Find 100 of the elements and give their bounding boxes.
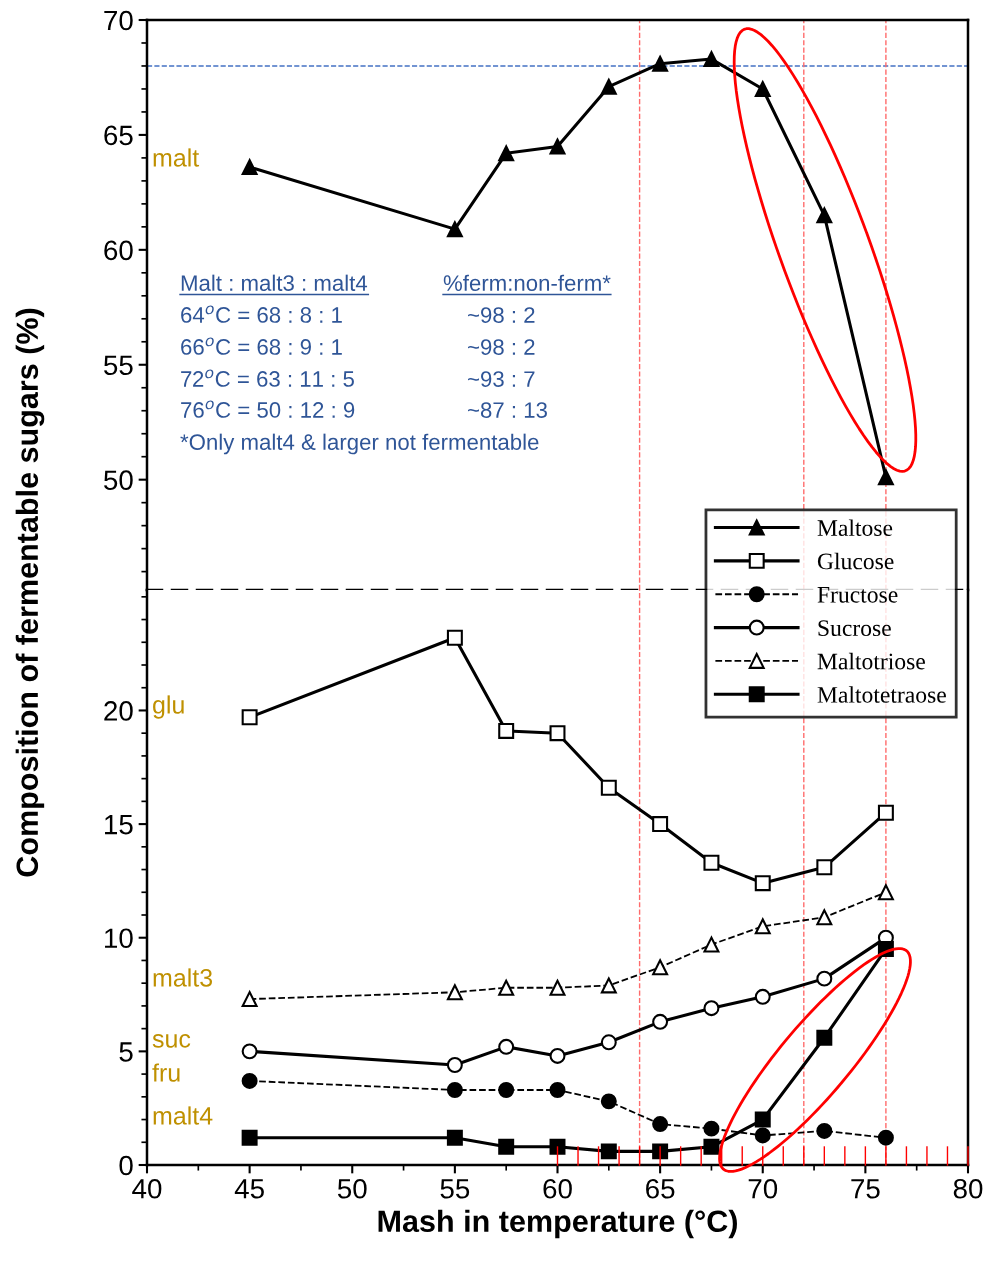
legend-label: Maltotriose [817, 652, 925, 670]
point [816, 909, 833, 926]
point [549, 1047, 566, 1064]
point [703, 51, 720, 68]
point [241, 1043, 258, 1060]
point [446, 1129, 463, 1146]
point [446, 221, 463, 238]
y-tick-label: 70 [104, 10, 133, 31]
x-tick-label: 60 [543, 1178, 572, 1199]
point [446, 1057, 463, 1073]
point [600, 1034, 617, 1051]
y-tick-label: 65 [104, 125, 133, 146]
x-tick-label: 80 [953, 1178, 983, 1199]
point [600, 977, 617, 994]
y-axis-title: Composition of fermentable sugars (%) [15, 308, 45, 877]
y-tick-label: 15 [105, 815, 133, 835]
y-tick-label: 50 [104, 470, 133, 491]
point [754, 80, 771, 97]
y-tick-label: 10 [105, 928, 133, 949]
point [754, 875, 771, 892]
annotation: *Only malt4 & larger not fermentable [180, 433, 539, 455]
point [754, 918, 771, 935]
point [241, 1129, 258, 1146]
point [703, 936, 720, 953]
point [754, 1127, 771, 1144]
annotation: malt3 [153, 968, 213, 987]
legend-label: Sucrose [818, 620, 891, 637]
point [703, 1138, 720, 1155]
point [498, 722, 515, 739]
point [498, 1038, 515, 1055]
annotation: 66$^{o}$C = 68 : 9 : 1 [181, 337, 342, 355]
x-tick-label: 55 [440, 1179, 470, 1199]
legend-label: Maltotetraose [817, 686, 946, 703]
point [241, 1072, 258, 1089]
annotation: suc [152, 1034, 191, 1048]
annotation: malt [153, 148, 200, 167]
y-tick-label: 55 [104, 355, 133, 376]
y-tick-label: 5 [119, 1042, 133, 1062]
x-tick-label: 45 [234, 1179, 264, 1199]
point [703, 1120, 720, 1137]
point [652, 1013, 669, 1030]
point [703, 854, 720, 871]
point [877, 469, 894, 486]
point [498, 1138, 515, 1155]
point [600, 1093, 617, 1110]
annotation: ~87 : 13 [468, 402, 547, 418]
annotation: fru [152, 1063, 180, 1082]
point [877, 1129, 894, 1146]
y-tick-label: 20 [104, 701, 133, 721]
annotation: 64$^{o}$C = 68 : 8 : 1 [181, 305, 342, 323]
x-tick-label: 75 [851, 1179, 880, 1199]
point [754, 988, 771, 1005]
point [600, 78, 617, 95]
point [549, 1082, 566, 1098]
legend-label: Maltose [817, 519, 893, 537]
annotation: Malt : malt3 : malt4 [181, 274, 368, 291]
annotation: 76$^{o}$C = 50 : 12 : 9 [181, 400, 355, 418]
point [754, 1111, 771, 1128]
point [446, 1082, 463, 1098]
y-tick-label: 0 [119, 1155, 133, 1176]
point [498, 145, 515, 162]
point [652, 55, 669, 72]
point [241, 991, 258, 1008]
x-tick-label: 40 [132, 1178, 162, 1199]
x-tick-label: 65 [646, 1178, 675, 1199]
point [816, 1122, 833, 1139]
x-tick-label: 70 [748, 1178, 778, 1199]
annotation: %ferm:non-ferm* [443, 274, 611, 291]
point [816, 207, 833, 224]
point [652, 1116, 669, 1133]
point [241, 709, 258, 726]
annotation: 72$^{o}$C = 63 : 11 : 5 [181, 369, 354, 387]
point [600, 1143, 617, 1160]
point [652, 816, 669, 833]
annotation: ~98 : 2 [468, 339, 535, 355]
annotation: malt4 [153, 1106, 213, 1125]
point [498, 1082, 515, 1098]
point [877, 884, 894, 901]
annotation: ~98 : 2 [468, 307, 535, 323]
point [703, 1000, 720, 1017]
point [241, 159, 258, 176]
point [549, 979, 566, 996]
point [549, 725, 566, 742]
point [600, 779, 617, 796]
x-axis-title: Mash in temperature (°C) [378, 1209, 737, 1239]
annotation: ~93 : 7 [468, 371, 535, 387]
point [652, 959, 669, 976]
point [498, 979, 515, 996]
point [816, 970, 833, 987]
x-tick-label: 50 [337, 1178, 367, 1199]
point [549, 1138, 566, 1155]
point [816, 859, 833, 876]
annotation: glu [153, 695, 184, 719]
legend-label: Glucose [817, 552, 894, 570]
point [549, 138, 566, 155]
point [446, 629, 463, 646]
point [816, 1029, 833, 1046]
point [446, 984, 463, 1001]
legend-label: Fructose [817, 587, 898, 603]
y-tick-label: 60 [104, 240, 133, 261]
